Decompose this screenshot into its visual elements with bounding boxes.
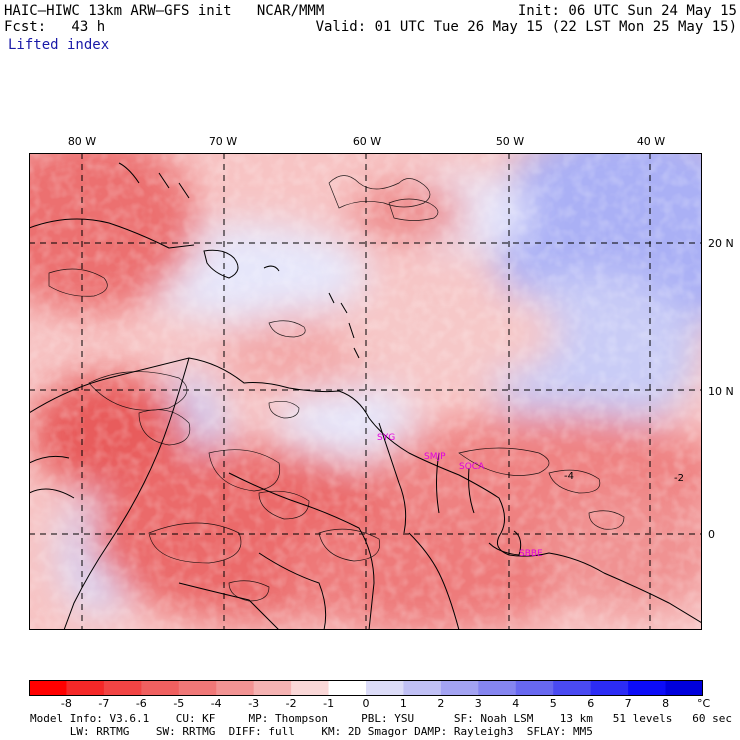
station-labels: SYG SMJP SOCA SBBE [377, 433, 543, 559]
colorbar-tick-label: -4 [211, 697, 222, 710]
colorbar-swatch [515, 680, 554, 696]
coastlines [28, 162, 703, 631]
colorbar-swatch [478, 680, 517, 696]
contour-label: -4 [564, 471, 574, 482]
model-info-line1: Model Info: V3.6.1 CU: KF MP: Thompson P… [30, 712, 732, 725]
contour-label: -2 [674, 473, 684, 484]
colorbar-tick-label: 2 [437, 697, 444, 710]
colorbar-tick-label: -7 [98, 697, 109, 710]
colorbar-tick-label: -2 [286, 697, 297, 710]
colorbar-tick-label: 3 [475, 697, 482, 710]
station-label: SOCA [459, 462, 485, 472]
lat-label: 0 [708, 528, 715, 541]
colorbar-tick-label: 4 [512, 697, 519, 710]
map-canvas: SYG SMJP SOCA SBBE -4 -2 [0, 123, 740, 633]
colorbar-swatch [590, 680, 629, 696]
colorbar-tick-label: 1 [400, 697, 407, 710]
station-label: SMJP [424, 452, 446, 462]
colorbar-swatch [66, 680, 105, 696]
colorbar-swatch [253, 680, 292, 696]
forecast-hour: Fcst: 43 h [4, 19, 106, 35]
lifted-index-map: SYG SMJP SOCA SBBE -4 -2 [0, 123, 740, 633]
colorbar-tick-label: -6 [136, 697, 147, 710]
colorbar-swatch [628, 680, 667, 696]
colorbar-swatch [178, 680, 217, 696]
lon-label: 60 W [353, 135, 381, 148]
latitude-labels: 20 N 10 N 0 [708, 237, 734, 541]
colorbar-ticks: °C -8 -7 -6 -5 -4 -3 -2 -1 0 1 2 3 4 5 6 7 8 [61, 697, 711, 710]
colorbar-swatch [665, 680, 704, 696]
colorbar-swatch [216, 680, 255, 696]
lon-label: 80 W [68, 135, 96, 148]
colorbar-swatch [29, 680, 67, 696]
station-label: SYG [377, 433, 395, 443]
model-title: HAIC–HIWC 13km ARW–GFS init NCAR/MMM [4, 3, 325, 19]
colorbar-frame [29, 680, 703, 696]
colorbar-tick-label: -3 [248, 697, 259, 710]
colorbar-tick-label: -5 [173, 697, 184, 710]
colorbar-tick-label: 5 [550, 697, 557, 710]
lat-label: 20 N [708, 237, 734, 250]
colorbar-swatch [440, 680, 479, 696]
colorbar-swatch [328, 680, 367, 696]
colorbar-swatch [553, 680, 592, 696]
model-info-line2: LW: RRTMG SW: RRTMG DIFF: full KM: 2D Sm… [30, 725, 593, 738]
colorbar-tick-label: 6 [587, 697, 594, 710]
station-label: SBBE [519, 549, 543, 559]
colorbar-tick-label: 7 [625, 697, 632, 710]
lon-label: 70 W [209, 135, 237, 148]
lon-label: 50 W [496, 135, 524, 148]
colorbar-tick-label: -8 [61, 697, 72, 710]
lat-lon-grid [29, 153, 702, 630]
colorbar-unit: °C [697, 697, 711, 710]
colorbar-tick-label: 0 [363, 697, 370, 710]
lon-label: 40 W [637, 135, 665, 148]
colorbar-swatch [291, 680, 330, 696]
li-contours [48, 175, 625, 602]
colorbar-swatch [103, 680, 142, 696]
colorbar-swatch [366, 680, 404, 696]
colorbar-tick-label: 8 [662, 697, 669, 710]
contour-value-labels: -4 -2 [564, 471, 684, 484]
colorbar-swatch [141, 680, 180, 696]
map-frame [29, 153, 702, 630]
colorbar [29, 680, 704, 696]
colorbar-tick-label: -1 [323, 697, 334, 710]
valid-time: Valid: 01 UTC Tue 26 May 15 (22 LST Mon … [315, 19, 737, 35]
colorbar-swatches [29, 680, 704, 696]
lat-label: 10 N [708, 385, 734, 398]
colorbar-swatch [403, 680, 442, 696]
longitude-labels: 80 W 70 W 60 W 50 W 40 W [68, 135, 665, 148]
init-time: Init: 06 UTC Sun 24 May 15 [517, 3, 737, 19]
field-name: Lifted index [8, 37, 110, 53]
